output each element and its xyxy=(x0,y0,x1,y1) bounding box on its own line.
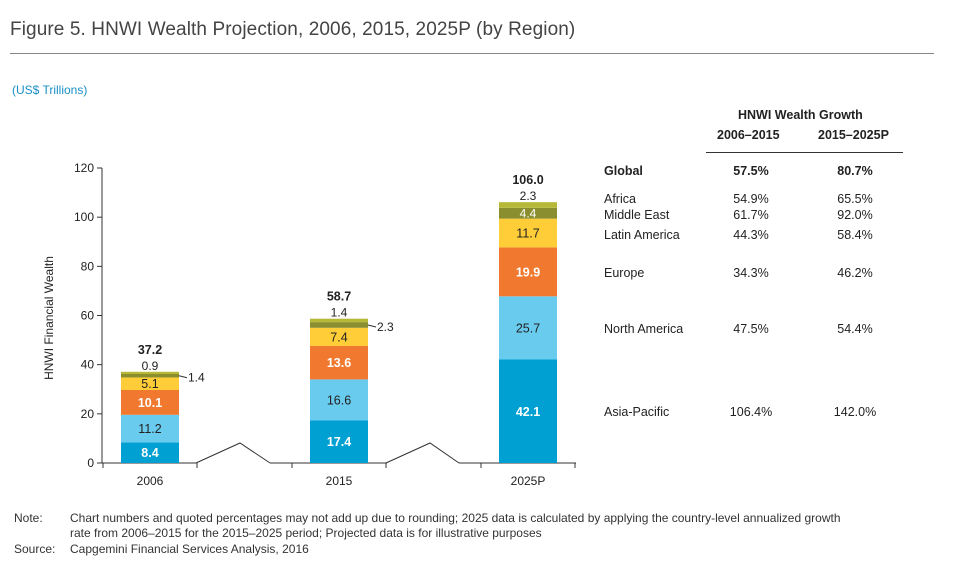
bar-2015-asia-pacific xyxy=(310,420,368,463)
units-label: (US$ Trillions) xyxy=(12,83,88,97)
growth-value-latin-america-2015-2025: 58.4% xyxy=(837,228,873,242)
bar-total-2015: 58.7 xyxy=(327,290,351,304)
growth-value-asia-pacific-2006-2015: 106.4% xyxy=(729,405,773,419)
bar-2015-africa xyxy=(310,318,368,323)
growth-value-asia-pacific-2015-2025: 142.0% xyxy=(833,405,877,419)
note-label: Note: xyxy=(14,511,43,525)
bar-label-2006-africa: 0.9 xyxy=(142,359,159,373)
note-line-2: rate from 2006–2015 for the 2015–2025 pe… xyxy=(70,526,542,540)
bar-label-2025p-europe: 19.9 xyxy=(516,265,540,279)
bar-2006-north-america xyxy=(121,414,179,443)
bar-label-2015-europe: 13.6 xyxy=(327,356,351,370)
source-text: Capgemini Financial Services Analysis, 2… xyxy=(70,542,309,556)
y-tick-label: 120 xyxy=(74,161,94,175)
bar-label-2006-middle-east: 1.4 xyxy=(188,371,205,385)
y-tick-label: 60 xyxy=(81,309,95,323)
bar-leader-2006-middle-east xyxy=(178,375,188,379)
bar-label-2025p-north-america: 25.7 xyxy=(516,321,540,335)
growth-value-middle-east-2015-2025: 92.0% xyxy=(837,208,873,222)
bar-label-2006-asia-pacific: 8.4 xyxy=(141,446,158,460)
bar-2006-middle-east xyxy=(121,374,179,378)
growth-value-latin-america-2006-2015: 44.3% xyxy=(733,228,769,242)
growth-value-global-2015-2025: 80.7% xyxy=(837,164,873,178)
x-category-label-2015: 2015 xyxy=(326,474,353,488)
growth-col2-header: 2015–2025P xyxy=(818,128,889,142)
bar-label-2015-north-america: 16.6 xyxy=(327,393,351,407)
bar-label-2015-africa: 1.4 xyxy=(331,306,348,320)
growth-region-latin-america: Latin America xyxy=(604,228,680,242)
bar-2015-north-america xyxy=(310,379,368,421)
growth-region-europe: Europe xyxy=(604,266,645,280)
growth-col1-header: 2006–2015 xyxy=(717,128,780,142)
growth-region-global: Global xyxy=(604,164,643,178)
growth-region-middle-east: Middle East xyxy=(604,208,670,222)
bar-2025p-north-america xyxy=(499,296,557,360)
bar-2025p-latin-america xyxy=(499,218,557,248)
bar-2025p-asia-pacific xyxy=(499,359,557,463)
growth-value-europe-2006-2015: 34.3% xyxy=(733,266,769,280)
bar-2025p-europe xyxy=(499,247,557,297)
bar-total-2006: 37.2 xyxy=(138,343,162,357)
bar-2006-asia-pacific xyxy=(121,442,179,463)
bar-label-2025p-middle-east: 4.4 xyxy=(520,207,537,221)
growth-value-north-america-2006-2015: 47.5% xyxy=(733,322,769,336)
bar-2006-latin-america xyxy=(121,377,179,390)
bar-label-2025p-africa: 2.3 xyxy=(520,189,537,203)
y-tick-label: 20 xyxy=(81,407,95,421)
x-axis-break xyxy=(195,442,271,464)
growth-value-africa-2015-2025: 65.5% xyxy=(837,192,873,206)
growth-region-africa: Africa xyxy=(604,192,636,206)
y-tick-label: 0 xyxy=(87,456,94,470)
source-label: Source: xyxy=(14,542,56,556)
x-category-label-2025p: 2025P xyxy=(511,474,546,488)
bar-label-2025p-latin-america: 11.7 xyxy=(516,227,539,241)
growth-value-middle-east-2006-2015: 61.7% xyxy=(733,208,769,222)
bar-2015-middle-east xyxy=(310,322,368,328)
y-tick-label: 40 xyxy=(81,358,95,372)
bar-label-2025p-asia-pacific: 42.1 xyxy=(516,405,540,419)
x-axis-break xyxy=(385,442,460,464)
bar-2015-latin-america xyxy=(310,327,368,346)
bar-label-2015-latin-america: 7.4 xyxy=(330,330,347,344)
bar-2006-africa xyxy=(121,371,179,375)
bar-label-2006-latin-america: 5.1 xyxy=(141,377,158,391)
x-category-label-2006: 2006 xyxy=(137,474,164,488)
y-tick-label: 80 xyxy=(81,259,95,273)
bar-label-2006-europe: 10.1 xyxy=(138,396,162,410)
growth-table-title: HNWI Wealth Growth xyxy=(738,108,863,122)
bar-2015-europe xyxy=(310,345,368,380)
bar-label-2015-middle-east: 2.3 xyxy=(377,320,394,334)
bar-2025p-middle-east xyxy=(499,207,557,219)
growth-value-global-2006-2015: 57.5% xyxy=(733,164,769,178)
bar-2025p-africa xyxy=(499,202,557,208)
bar-label-2006-north-america: 11.2 xyxy=(138,422,161,436)
bar-2006-europe xyxy=(121,389,179,415)
growth-value-europe-2015-2025: 46.2% xyxy=(837,266,873,280)
figure-title: Figure 5. HNWI Wealth Projection, 2006, … xyxy=(10,19,576,40)
title-rule xyxy=(10,53,934,54)
growth-region-asia-pacific: Asia-Pacific xyxy=(604,405,670,419)
growth-value-africa-2006-2015: 54.9% xyxy=(733,192,769,206)
growth-region-north-america: North America xyxy=(604,322,684,336)
bar-leader-2015-middle-east xyxy=(367,324,377,328)
y-tick-label: 100 xyxy=(74,210,94,224)
bar-label-2015-asia-pacific: 17.4 xyxy=(327,435,351,449)
bar-total-2025p: 106.0 xyxy=(512,173,543,187)
growth-value-north-america-2015-2025: 54.4% xyxy=(837,322,873,336)
growth-table-rule xyxy=(706,152,903,153)
note-line-1: Chart numbers and quoted percentages may… xyxy=(70,511,841,525)
y-axis-title: HNWI Financial Wealth xyxy=(42,256,56,380)
